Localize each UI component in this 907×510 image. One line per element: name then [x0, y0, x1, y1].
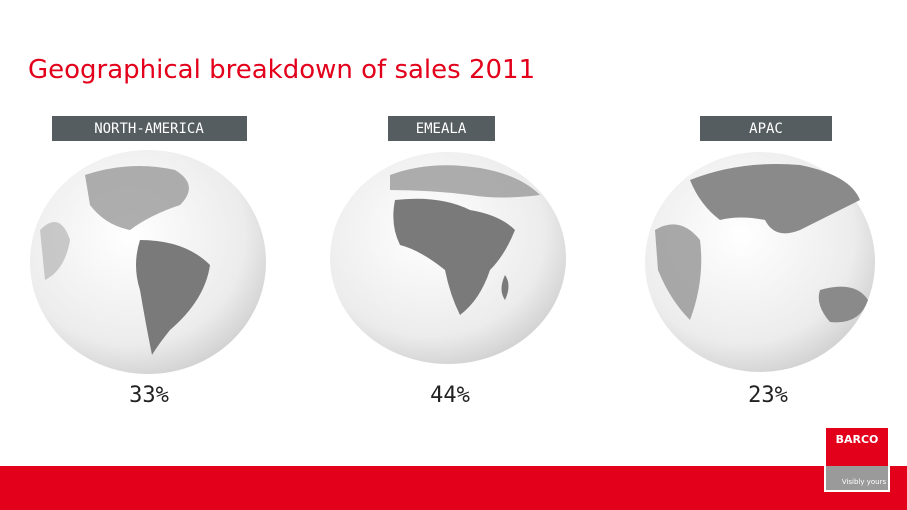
- logo-box: [826, 428, 888, 466]
- logo-tagline: Visibly yours: [842, 478, 887, 486]
- globe: [330, 152, 566, 364]
- region-label-box: [52, 116, 247, 141]
- title: Geographical breakdown of sales 2011: [28, 55, 535, 85]
- region-share: 23%: [748, 383, 788, 408]
- region-label-box: [388, 116, 495, 141]
- region-name: EMEALA: [416, 121, 467, 137]
- logo-tag-box: [826, 466, 888, 490]
- footer-bar: [0, 466, 907, 510]
- globe: [30, 150, 266, 374]
- logo-brand: BARCO: [836, 433, 879, 446]
- region-name: NORTH-AMERICA: [94, 121, 204, 137]
- region-share: 33%: [129, 383, 169, 408]
- region-label-box: [700, 116, 832, 141]
- region-name: APAC: [749, 121, 783, 137]
- globe: [645, 152, 875, 372]
- region-share: 44%: [430, 383, 470, 408]
